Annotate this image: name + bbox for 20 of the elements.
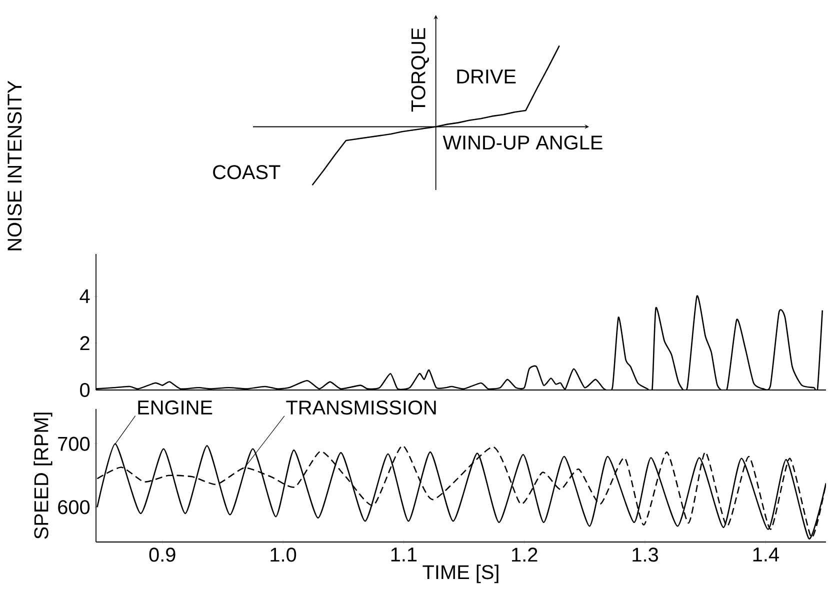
y-axis-title: TORQUE <box>411 28 429 112</box>
x-tick-label: 1.3 <box>632 548 658 562</box>
y-axis-title: NOISE INTENSITY <box>8 80 22 250</box>
x-tick-label: 1.0 <box>270 548 296 562</box>
annotation: DRIVE <box>457 70 516 84</box>
y-tick-label: 600 <box>58 500 90 514</box>
y-tick-label: 700 <box>58 436 90 451</box>
y-tick-label: 0 <box>80 382 90 398</box>
x-tick-label: 1.1 <box>391 548 417 562</box>
text: COAST <box>213 165 280 180</box>
x-tick-label: 1.4 <box>753 548 779 562</box>
series-label: ENGINE <box>138 400 212 415</box>
x-axis-title: WIND-UP ANGLE <box>442 136 602 150</box>
y-axis-title: SPEED [RPM] <box>34 412 52 539</box>
y-tick-label: 2 <box>80 336 90 350</box>
x-axis-title: TIME [S] <box>422 564 498 584</box>
x-tick-label: 0.9 <box>149 548 176 562</box>
x-tick-label: 1.2 <box>512 548 538 562</box>
y-tick-label: 4 <box>80 289 90 304</box>
text: TRANSMISSION <box>286 400 436 415</box>
